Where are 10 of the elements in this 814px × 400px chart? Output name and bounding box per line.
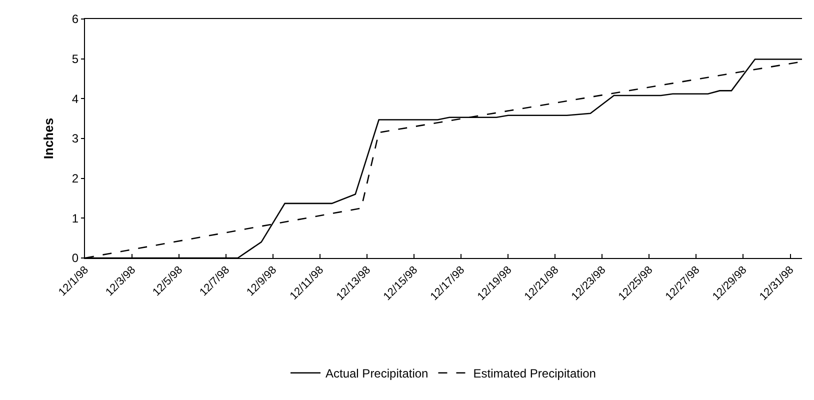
- y-tick-label: 1: [72, 211, 79, 226]
- y-tick-label: 5: [72, 52, 79, 66]
- legend-label: Estimated Precipitation: [473, 366, 596, 381]
- y-tick-label: 4: [72, 92, 79, 106]
- y-tick-label: 6: [72, 12, 79, 26]
- y-tick-label: 0: [72, 251, 79, 266]
- y-tick-label: 3: [72, 132, 79, 146]
- y-axis-title: Inches: [40, 118, 56, 160]
- legend-label: Actual Precipitation: [326, 366, 428, 381]
- y-tick-label: 2: [72, 172, 79, 186]
